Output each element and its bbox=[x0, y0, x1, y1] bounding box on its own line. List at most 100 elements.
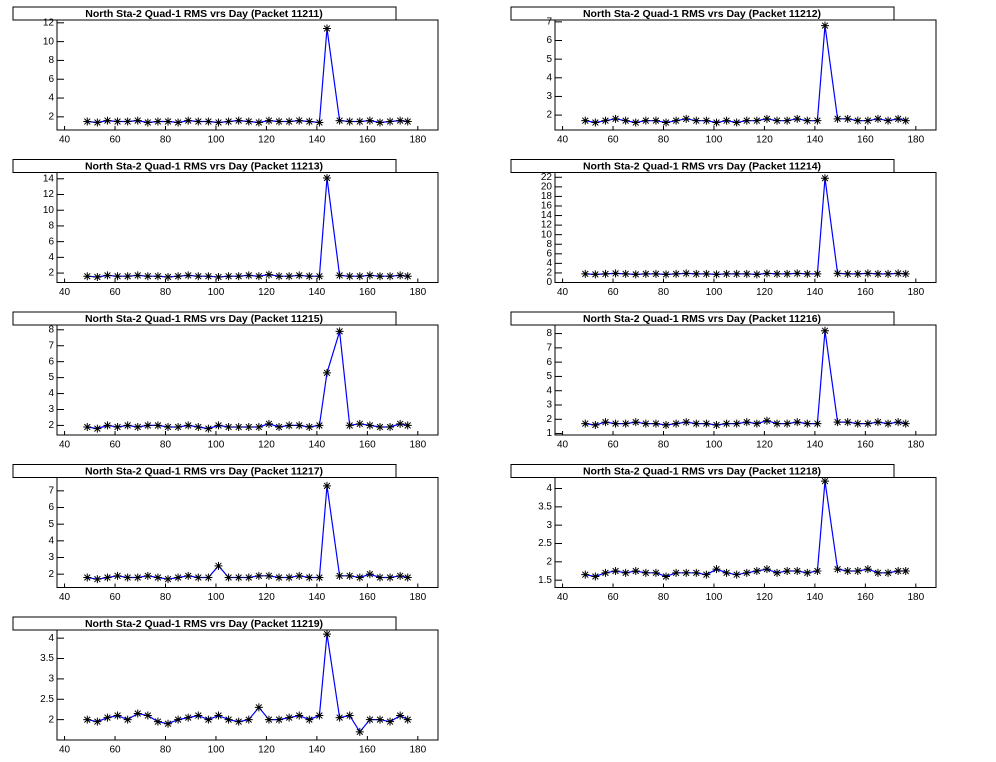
marker bbox=[322, 174, 331, 182]
x-tick-label: 120 bbox=[756, 135, 773, 146]
marker bbox=[113, 711, 122, 720]
marker bbox=[783, 269, 792, 278]
x-tick-label: 140 bbox=[807, 135, 824, 146]
y-tick-label: 4 bbox=[546, 385, 552, 396]
marker bbox=[641, 568, 650, 577]
marker bbox=[884, 269, 893, 278]
marker bbox=[375, 118, 384, 127]
y-tick-label: 2 bbox=[546, 268, 552, 279]
x-tick-label: 100 bbox=[208, 745, 225, 756]
marker bbox=[322, 630, 331, 639]
marker bbox=[305, 272, 314, 281]
marker bbox=[651, 568, 660, 577]
marker bbox=[275, 272, 284, 281]
marker bbox=[581, 269, 590, 278]
marker bbox=[672, 568, 681, 577]
x-tick-label: 60 bbox=[109, 745, 121, 756]
marker bbox=[853, 116, 862, 125]
x-tick-label: 40 bbox=[557, 592, 569, 603]
marker bbox=[123, 117, 132, 126]
x-tick-label: 120 bbox=[258, 135, 275, 146]
marker bbox=[742, 418, 751, 427]
marker bbox=[591, 572, 600, 581]
marker bbox=[396, 419, 405, 428]
x-tick-label: 80 bbox=[160, 440, 172, 451]
y-tick-label: 7 bbox=[48, 340, 54, 351]
marker bbox=[355, 573, 364, 582]
marker bbox=[702, 570, 711, 579]
x-tick-label: 60 bbox=[109, 287, 121, 298]
y-tick-label: 4 bbox=[546, 72, 552, 83]
marker bbox=[884, 419, 893, 428]
marker bbox=[873, 114, 882, 123]
marker bbox=[295, 271, 304, 280]
marker bbox=[103, 573, 112, 582]
marker bbox=[662, 421, 671, 429]
marker bbox=[345, 421, 354, 430]
y-tick-label: 12 bbox=[43, 189, 55, 200]
marker bbox=[345, 117, 354, 126]
y-tick-label: 2 bbox=[48, 569, 54, 580]
y-tick-label: 3 bbox=[546, 520, 552, 531]
marker bbox=[285, 713, 294, 722]
marker bbox=[773, 568, 782, 577]
marker bbox=[194, 117, 203, 126]
marker bbox=[153, 272, 162, 281]
x-tick-label: 160 bbox=[857, 440, 874, 451]
marker bbox=[174, 272, 183, 281]
marker bbox=[820, 21, 829, 30]
marker bbox=[712, 118, 721, 127]
marker bbox=[601, 418, 610, 427]
marker bbox=[123, 715, 132, 724]
x-tick-label: 60 bbox=[607, 440, 619, 451]
marker bbox=[365, 271, 374, 280]
marker bbox=[113, 571, 122, 580]
marker bbox=[662, 270, 671, 279]
x-tick-label: 120 bbox=[258, 287, 275, 298]
marker bbox=[793, 269, 802, 278]
marker bbox=[641, 269, 650, 278]
chart-title: North Sta-2 Quad-1 RMS vrs Day (Packet 1… bbox=[583, 313, 821, 325]
data-line bbox=[87, 634, 408, 733]
marker bbox=[403, 272, 412, 281]
marker bbox=[873, 418, 882, 427]
y-tick-label: 4 bbox=[546, 483, 552, 494]
marker bbox=[722, 568, 731, 577]
marker bbox=[813, 567, 822, 575]
marker bbox=[601, 116, 610, 125]
marker bbox=[295, 116, 304, 125]
marker bbox=[692, 269, 701, 278]
marker bbox=[403, 573, 412, 582]
marker bbox=[214, 711, 223, 720]
marker bbox=[621, 568, 630, 577]
marker bbox=[194, 573, 203, 582]
x-tick-label: 160 bbox=[359, 592, 376, 603]
y-tick-label: 6 bbox=[48, 236, 54, 247]
marker bbox=[184, 421, 193, 430]
marker bbox=[712, 270, 721, 279]
chart-title: North Sta-2 Quad-1 RMS vrs Day (Packet 1… bbox=[85, 160, 323, 172]
marker bbox=[863, 269, 872, 278]
marker bbox=[611, 567, 620, 575]
x-tick-label: 60 bbox=[109, 440, 121, 451]
marker bbox=[164, 575, 173, 584]
marker bbox=[631, 418, 640, 427]
marker bbox=[773, 116, 782, 125]
y-tick-label: 2 bbox=[48, 111, 54, 122]
marker bbox=[184, 713, 193, 722]
marker bbox=[305, 117, 314, 126]
x-tick-label: 40 bbox=[557, 135, 569, 146]
x-tick-label: 160 bbox=[359, 745, 376, 756]
marker bbox=[204, 117, 213, 126]
marker bbox=[174, 118, 183, 127]
marker bbox=[762, 416, 771, 425]
marker bbox=[820, 477, 829, 486]
x-tick-label: 40 bbox=[557, 440, 569, 451]
x-tick-label: 120 bbox=[258, 592, 275, 603]
marker bbox=[184, 116, 193, 125]
x-tick-label: 160 bbox=[857, 287, 874, 298]
marker bbox=[244, 573, 253, 582]
marker bbox=[682, 418, 691, 427]
marker bbox=[803, 116, 812, 125]
